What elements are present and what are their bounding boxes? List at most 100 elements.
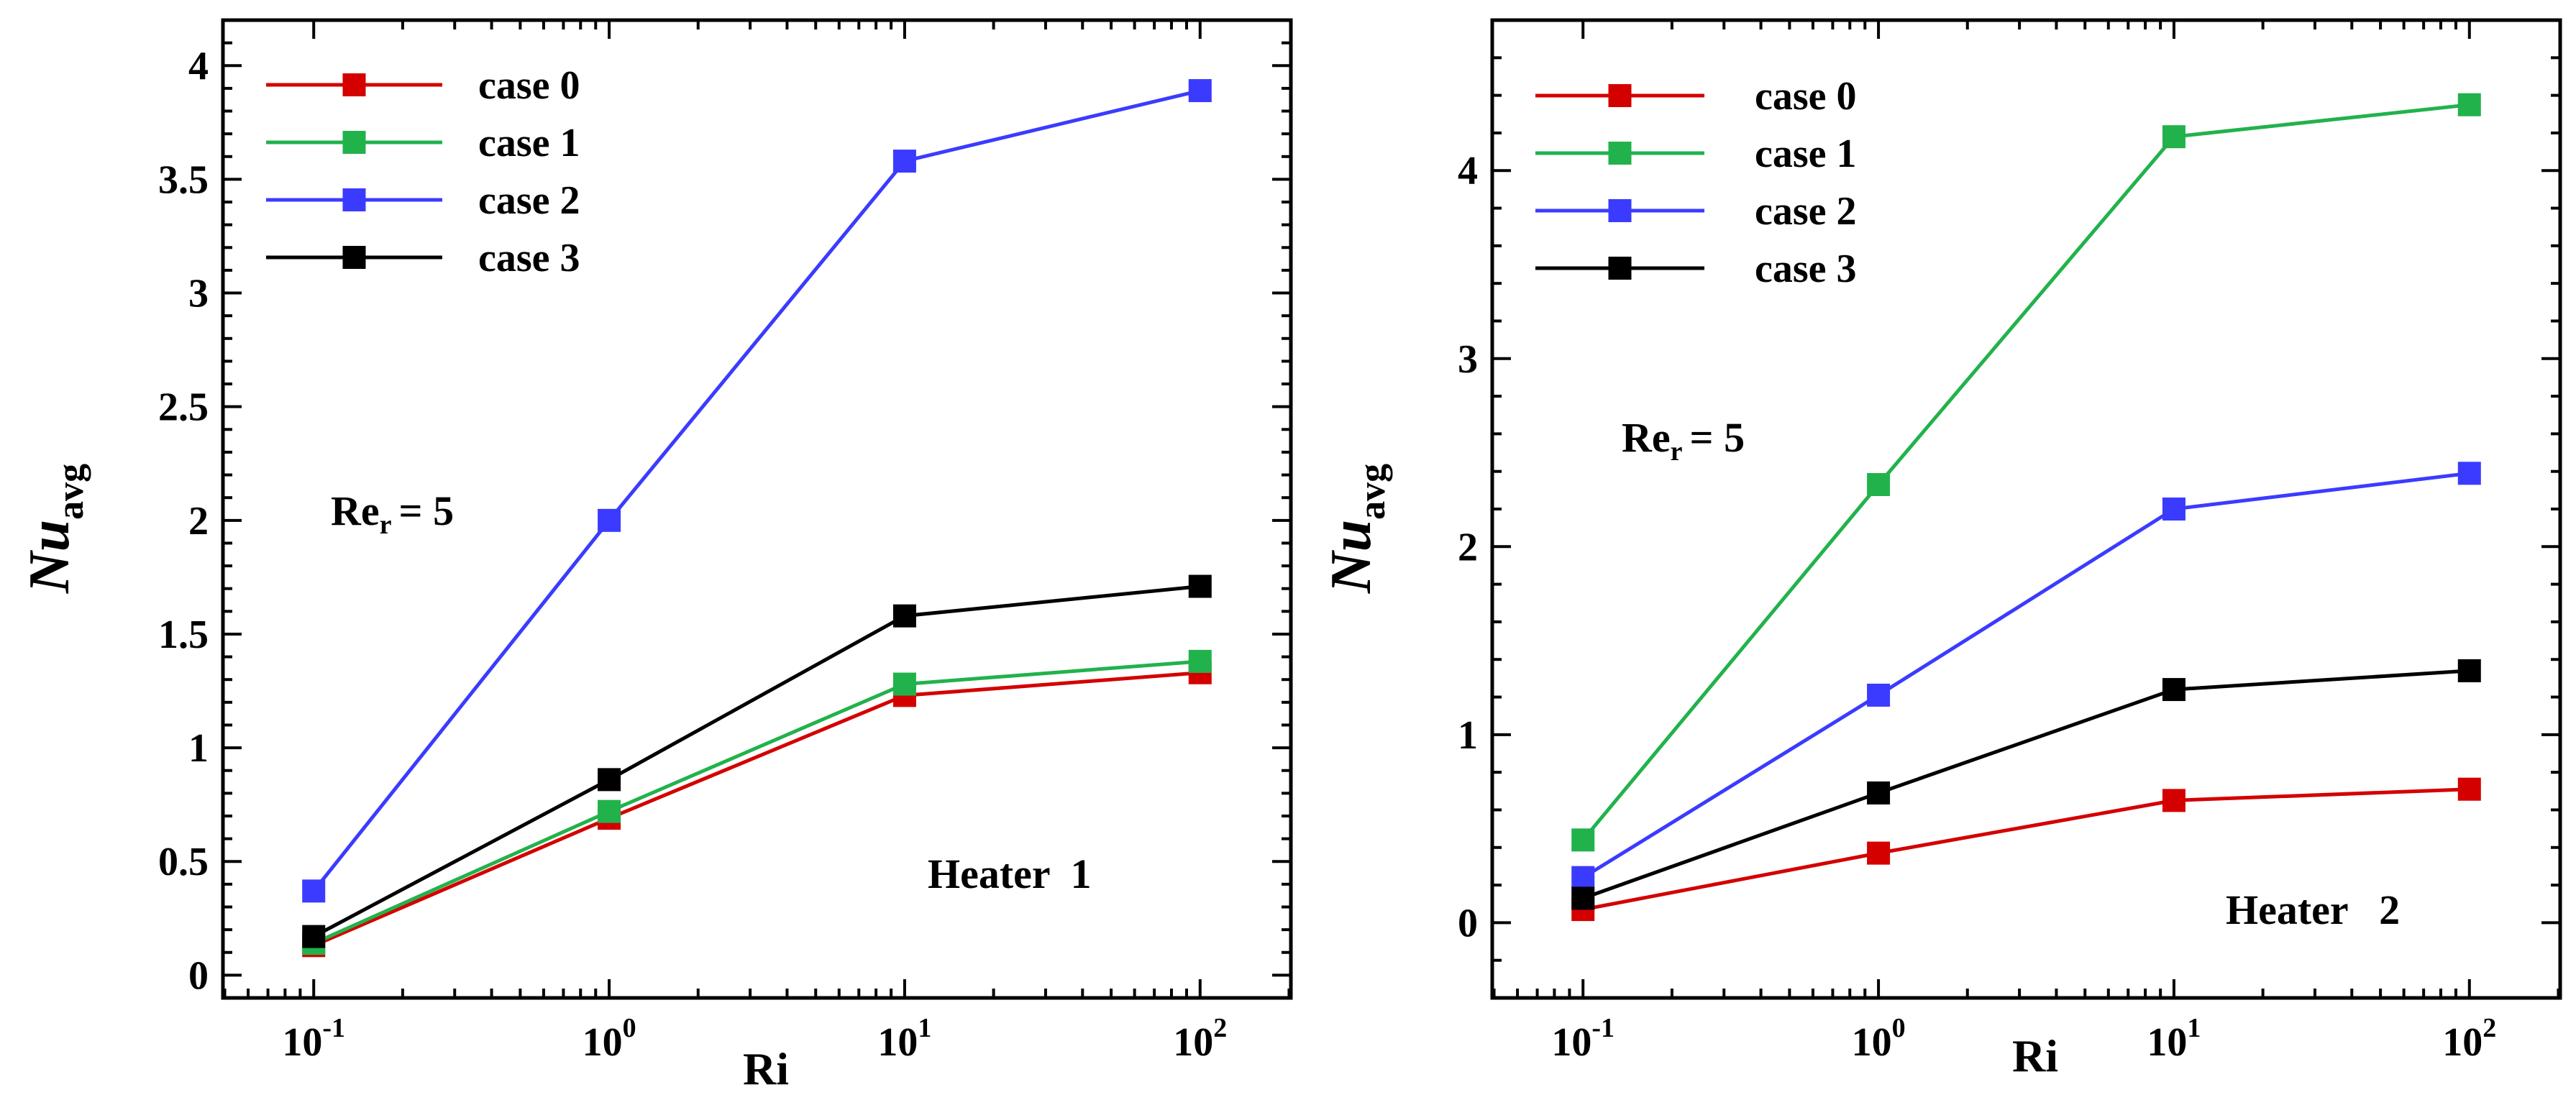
y-tick-label: 4: [1458, 149, 1478, 193]
y-axis-title-sub: avg: [1352, 464, 1393, 520]
y-tick-label: 3: [1458, 337, 1478, 382]
series-marker-1: [1188, 649, 1212, 673]
legend-label: case 1: [1755, 132, 1857, 176]
y-tick-label: 1.5: [158, 613, 209, 657]
legend-marker: [342, 131, 366, 154]
series-marker-1: [1571, 828, 1595, 852]
re-annotation: Rer = 5: [331, 487, 454, 540]
series-marker-0: [2162, 789, 2186, 812]
y-tick-label: 1: [188, 726, 209, 771]
series-marker-2: [598, 508, 621, 532]
x-axis-title: Ri: [2012, 1030, 2058, 1081]
series-marker-1: [598, 799, 621, 823]
x-tick-base: 10: [877, 1020, 918, 1065]
x-tick-label: 102: [1173, 1013, 1227, 1065]
series-marker-3: [1188, 574, 1212, 598]
series-marker-3: [1867, 781, 1891, 805]
series-line-3: [1582, 669, 2470, 900]
x-tick-base: 10: [2147, 1020, 2187, 1065]
re-annotation-value: = 5: [399, 487, 455, 534]
series-marker-1: [2162, 125, 2186, 149]
series-line-1: [1581, 103, 2470, 841]
y-tick-label: 0: [1458, 901, 1478, 945]
series-marker-2: [892, 150, 916, 173]
re-annotation-sub: r: [1671, 436, 1683, 467]
series-marker-2: [1188, 79, 1212, 103]
x-tick-base: 10: [2442, 1020, 2483, 1065]
heater-annotation: Heater 1: [928, 851, 1092, 897]
y-axis-title-main: Nu: [1320, 520, 1383, 594]
x-tick-base: 10: [1852, 1020, 1892, 1065]
y-tick-label: 0.5: [158, 840, 209, 884]
legend-marker: [342, 73, 366, 96]
x-tick-label: 10-1: [1551, 1013, 1614, 1065]
legend-marker: [1608, 199, 1632, 222]
x-tick-base: 10: [282, 1020, 322, 1065]
x-tick-label: 10-1: [282, 1013, 345, 1065]
y-axis-title: Nuavg: [18, 464, 91, 594]
legend-label: case 1: [478, 121, 580, 165]
series-line-2: [1581, 471, 2470, 879]
series-marker-1: [892, 672, 916, 696]
series-line-3: [313, 585, 1201, 938]
x-tick-base: 10: [1173, 1020, 1213, 1065]
legend-label: case 0: [1755, 74, 1857, 119]
series-line-2: [312, 88, 1201, 892]
x-tick-label: 101: [877, 1013, 931, 1065]
legend-label: case 3: [1755, 247, 1857, 291]
series-marker-3: [598, 768, 621, 792]
legend-marker: [1608, 257, 1632, 280]
y-tick-label: 2: [188, 499, 209, 544]
series-marker-2: [302, 879, 326, 903]
y-tick-label: 2.5: [158, 385, 209, 430]
series-marker-2: [2162, 498, 2186, 521]
plot-frame: [221, 18, 1293, 1000]
re-annotation-main: Re: [331, 487, 380, 534]
x-tick-base: 10: [1551, 1020, 1591, 1065]
x-tick-exponent: -1: [1591, 1013, 1614, 1043]
series-marker-0: [2457, 777, 2481, 801]
legend-marker: [342, 246, 366, 269]
y-tick-label: 0: [188, 953, 209, 998]
x-tick-exponent: 1: [2187, 1013, 2201, 1043]
series-line-0: [1582, 787, 2470, 912]
legend-label: case 2: [478, 178, 580, 223]
x-tick-exponent: 2: [2483, 1013, 2496, 1043]
series-marker-1: [2457, 93, 2481, 116]
series-marker-2: [2457, 462, 2481, 485]
x-tick-label: 102: [2442, 1013, 2496, 1065]
series-marker-2: [1571, 866, 1595, 889]
legend-marker: [342, 188, 366, 211]
series-marker-1: [1867, 473, 1891, 496]
re-annotation-main: Re: [1622, 414, 1671, 461]
series-marker-3: [302, 925, 326, 948]
series-marker-2: [1867, 683, 1891, 707]
y-tick-label: 3.5: [158, 157, 209, 202]
x-tick-label: 101: [2147, 1013, 2201, 1065]
series-marker-3: [2457, 659, 2481, 682]
series-marker-0: [1867, 841, 1891, 865]
x-axis-title: Ri: [743, 1043, 789, 1094]
y-tick-label: 2: [1458, 525, 1478, 569]
legend-marker: [1608, 84, 1632, 107]
x-tick-exponent: -1: [322, 1013, 345, 1043]
series-line-1: [313, 659, 1200, 945]
legend-label: case 2: [1755, 189, 1857, 234]
legend-label: case 3: [478, 236, 580, 280]
y-axis-title-sub: avg: [50, 464, 91, 520]
re-annotation: Rer = 5: [1622, 414, 1745, 467]
x-tick-label: 100: [583, 1013, 636, 1065]
re-annotation-sub: r: [380, 510, 392, 540]
re-annotation-value: = 5: [1690, 414, 1745, 461]
series-marker-3: [892, 604, 916, 628]
series-line-0: [313, 671, 1200, 948]
x-tick-exponent: 0: [623, 1013, 636, 1043]
heater-annotation: Heater 2: [2226, 886, 2400, 933]
series-marker-3: [1571, 886, 1595, 910]
x-tick-exponent: 2: [1213, 1013, 1227, 1043]
series-marker-3: [2162, 678, 2186, 702]
y-tick-label: 1: [1458, 713, 1478, 758]
